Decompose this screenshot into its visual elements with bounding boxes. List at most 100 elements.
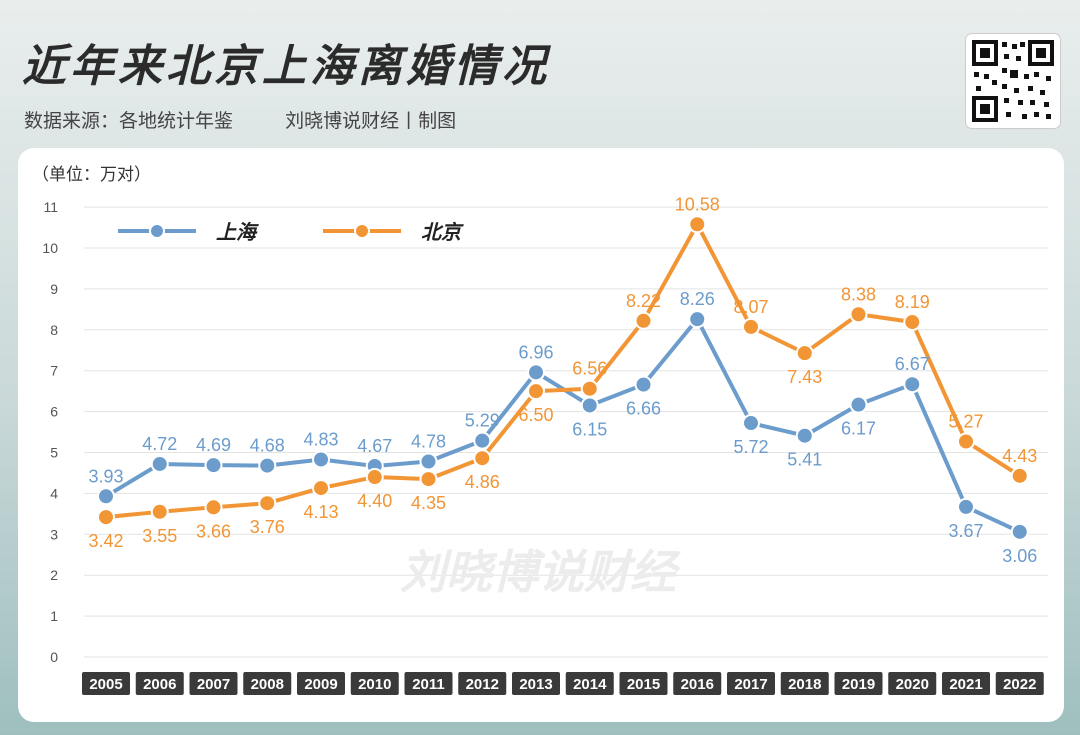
data-label: 6.15 xyxy=(572,419,607,439)
data-label: 4.67 xyxy=(357,436,392,456)
data-point xyxy=(742,414,760,433)
data-label: 3.76 xyxy=(250,517,285,537)
x-tick-badge xyxy=(512,672,560,695)
x-tick-badge xyxy=(942,672,990,695)
data-point xyxy=(365,468,384,487)
data-point xyxy=(527,382,545,401)
data-point xyxy=(903,375,922,394)
data-point xyxy=(204,456,223,475)
data-label: 6.17 xyxy=(841,419,876,439)
legend-label: 北京 xyxy=(421,220,464,244)
x-tick-label: 2005 xyxy=(89,676,122,693)
data-label: 4.72 xyxy=(142,434,177,454)
data-label: 3.93 xyxy=(88,466,123,486)
data-label: 6.50 xyxy=(518,405,553,425)
x-tick-label: 2008 xyxy=(251,676,284,693)
x-tick-badge xyxy=(350,672,399,695)
x-tick-badge xyxy=(458,672,507,695)
data-point xyxy=(150,502,169,521)
data-point xyxy=(97,487,115,506)
x-tick-badge xyxy=(135,672,184,695)
x-tick-badge xyxy=(565,672,614,695)
data-point xyxy=(97,508,115,527)
x-tick-badge xyxy=(243,672,292,695)
data-point xyxy=(1010,522,1029,541)
data-source: 数据来源：各地统计年鉴 xyxy=(24,110,234,132)
legend-marker xyxy=(149,223,165,239)
data-label: 8.19 xyxy=(895,292,930,312)
data-label: 6.96 xyxy=(518,342,553,362)
data-label: 3.55 xyxy=(142,526,177,546)
data-label: 8.22 xyxy=(626,291,661,311)
data-point xyxy=(580,396,599,415)
data-point xyxy=(419,470,438,489)
y-tick-label: 9 xyxy=(50,281,58,297)
data-label: 6.67 xyxy=(895,354,930,374)
y-tick-label: 2 xyxy=(50,567,58,583)
data-point xyxy=(419,452,438,471)
x-tick-label: 2013 xyxy=(519,676,552,693)
data-label: 4.86 xyxy=(465,472,500,492)
data-point xyxy=(312,479,330,498)
data-label: 3.66 xyxy=(196,521,231,541)
data-label: 4.69 xyxy=(196,435,231,455)
unit-label: （单位：万对） xyxy=(32,165,151,185)
data-label: 7.43 xyxy=(787,367,822,387)
legend-marker xyxy=(354,223,370,239)
x-tick-label: 2011 xyxy=(412,676,445,693)
data-label: 4.43 xyxy=(1002,446,1037,466)
data-label: 3.67 xyxy=(948,521,983,541)
series-line-上海 xyxy=(104,317,1022,534)
x-tick-label: 2014 xyxy=(573,676,607,693)
data-label: 10.58 xyxy=(675,194,720,214)
data-point xyxy=(527,363,545,382)
data-point xyxy=(688,310,707,329)
x-tick-label: 2006 xyxy=(143,676,176,693)
x-tick-badge xyxy=(780,672,829,695)
y-tick-label: 5 xyxy=(50,445,58,461)
y-tick-label: 3 xyxy=(50,526,58,542)
line-chart: 0 1 2 3 4 5 6 7 8 9 10 11 刘晓博说财经 3.93 4.72 4.69 4.68 4.… xyxy=(42,194,1048,695)
x-tick-badge xyxy=(995,672,1044,695)
data-label: 5.41 xyxy=(787,450,822,470)
data-label: 4.68 xyxy=(250,436,285,456)
data-label: 5.72 xyxy=(733,437,768,457)
legend-label: 上海 xyxy=(216,220,259,244)
x-tick-badge xyxy=(888,672,937,695)
x-tick-label: 2020 xyxy=(896,676,929,693)
data-label: 4.13 xyxy=(303,502,338,522)
x-tick-label: 2009 xyxy=(304,676,337,693)
data-point xyxy=(688,215,707,234)
data-point xyxy=(473,431,492,450)
data-label: 8.38 xyxy=(841,284,876,304)
x-tick-label: 2012 xyxy=(466,676,499,693)
x-tick-label: 2010 xyxy=(358,676,391,693)
x-tick-badge xyxy=(404,672,453,695)
data-point xyxy=(903,313,922,332)
x-tick-label: 2022 xyxy=(1003,676,1036,693)
y-tick-label: 6 xyxy=(50,404,58,420)
x-tick-badge xyxy=(82,672,130,695)
data-label: 4.83 xyxy=(303,429,338,449)
data-point xyxy=(150,454,169,473)
data-label: 8.26 xyxy=(680,289,715,309)
x-tick-label: 2017 xyxy=(734,676,767,693)
data-label: 5.29 xyxy=(465,411,500,431)
data-point xyxy=(580,379,599,398)
x-tick-label: 2016 xyxy=(681,676,714,693)
y-tick-label: 10 xyxy=(42,240,58,256)
y-tick-label: 4 xyxy=(50,485,58,501)
x-tick-label: 2018 xyxy=(788,676,821,693)
chart-card: （单位：万对） 0 1 2 3 4 5 6 7 8 9 10 11 刘晓博说财经 3.93 4.72 4.… xyxy=(18,148,1064,722)
y-tick-label: 7 xyxy=(50,363,58,379)
data-point xyxy=(795,344,814,363)
y-tick-label: 11 xyxy=(43,199,58,215)
x-tick-badge xyxy=(297,672,345,695)
data-point xyxy=(1010,466,1029,485)
data-label: 8.07 xyxy=(733,297,768,317)
watermark: 刘晓博说财经 xyxy=(400,545,681,599)
data-point xyxy=(849,395,868,414)
y-tick-label: 0 xyxy=(50,649,58,665)
data-point xyxy=(312,450,330,469)
y-tick-label: 1 xyxy=(50,608,58,624)
